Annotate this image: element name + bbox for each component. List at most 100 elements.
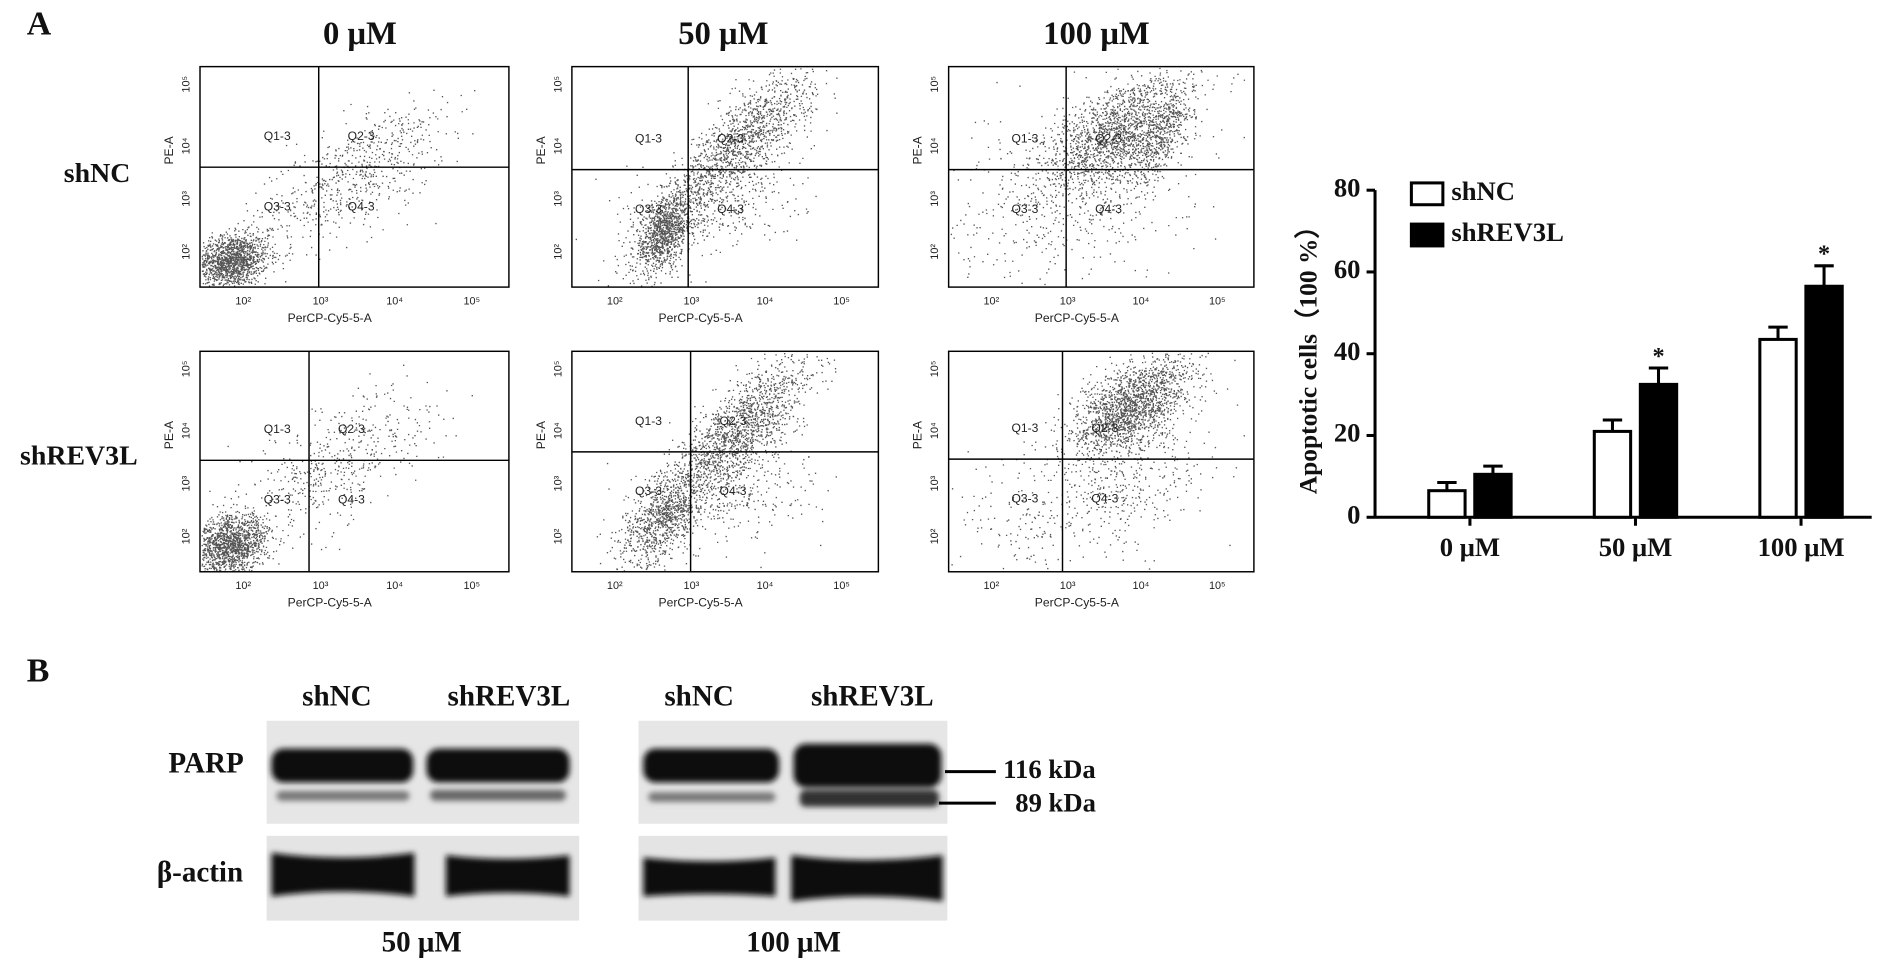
x-axis-label: PerCP-Cy5-5-A xyxy=(1035,311,1120,325)
x-axis-label: PerCP-Cy5-5-A xyxy=(288,595,373,609)
event-cloud xyxy=(575,68,838,288)
y-tick-label: 10⁴ xyxy=(552,422,564,439)
quadrant-label: Q1-3 xyxy=(264,422,291,436)
lane-label: shREV3L xyxy=(811,681,934,713)
error-bar xyxy=(1602,418,1623,432)
y-tick-label: 10² xyxy=(181,528,193,544)
x-axis-label: PerCP-Cy5-5-A xyxy=(659,595,744,609)
x-tick-label: 10² xyxy=(607,296,623,308)
x-tick-label: 10⁵ xyxy=(1209,580,1226,592)
x-tick-label: 10³ xyxy=(313,580,329,592)
plot-frame xyxy=(571,65,880,288)
y-tick-label: 60 xyxy=(1334,254,1361,284)
x-tick-label: 10³ xyxy=(313,296,329,308)
band xyxy=(643,748,780,783)
y-tick-label: 10⁴ xyxy=(929,137,941,154)
y-tick-label: 10³ xyxy=(552,191,564,207)
lane-label: shREV3L xyxy=(448,681,571,713)
quadrant-label: Q4-3 xyxy=(348,199,375,213)
x-tick-label: 10³ xyxy=(684,580,700,592)
error-bar xyxy=(1648,366,1669,385)
error-bar xyxy=(1483,464,1503,475)
significance: * xyxy=(1652,343,1664,370)
plot-frame xyxy=(199,65,510,288)
row-label: shNC xyxy=(64,158,131,189)
quadrant-label: Q4-3 xyxy=(338,492,365,506)
lane-label: shNC xyxy=(664,681,733,713)
row-label: shREV3L xyxy=(20,440,138,471)
protein-label: PARP xyxy=(168,747,243,779)
y-tick-label: 10² xyxy=(552,528,564,544)
y-tick-label: 10³ xyxy=(552,475,564,491)
bar xyxy=(1592,429,1633,519)
western-blot: shNC shREV3L shNC shREV3L PARP β-actin 1… xyxy=(157,681,1096,959)
quadrant-label: Q2-3 xyxy=(348,129,375,143)
x-tick-label: 10⁴ xyxy=(386,580,403,592)
lane-label: shNC xyxy=(302,681,371,713)
y-tick-label: 20 xyxy=(1334,418,1361,448)
y-axis-label: PE-A xyxy=(911,420,925,449)
x-tick-label: 10⁵ xyxy=(833,296,850,308)
quadrant-label: Q3-3 xyxy=(264,492,291,506)
quadrant-label: Q4-3 xyxy=(720,484,747,498)
x-tick-label: 50 μM xyxy=(1599,532,1673,562)
x-tick-label: 10³ xyxy=(1060,580,1076,592)
band xyxy=(271,748,414,783)
y-tick-label: 80 xyxy=(1334,172,1361,202)
y-axis-label: PE-A xyxy=(534,135,548,164)
error-bar xyxy=(1768,325,1788,340)
flow-plot: Q1-3 Q2-3 Q3-3 Q4-3 10² 10² 10³ 10³ 10⁴ 10⁴ 10⁵ 10⁵… xyxy=(911,65,1255,325)
y-tick-label: 10³ xyxy=(929,475,941,491)
quadrant-label: Q3-3 xyxy=(1011,202,1038,216)
x-tick-label: 10² xyxy=(983,296,999,308)
legend-swatch xyxy=(1409,222,1445,248)
y-tick-label: 10⁴ xyxy=(929,422,941,439)
y-tick-label: 10⁵ xyxy=(929,76,941,93)
x-tick-label: 0 μM xyxy=(1440,532,1500,562)
y-axis-label: PE-A xyxy=(911,135,925,164)
x-tick-label: 10³ xyxy=(1060,296,1076,308)
quadrant-label: Q2-3 xyxy=(338,422,365,436)
condition-label: 50 μM xyxy=(382,927,462,959)
condition-label: 100 μM xyxy=(746,927,841,959)
quadrant-label: Q2-3 xyxy=(717,132,744,146)
error-bar xyxy=(1814,264,1834,287)
error-bar xyxy=(1437,480,1457,491)
y-tick-label: 10² xyxy=(929,244,941,260)
band xyxy=(430,789,566,801)
bar xyxy=(1638,382,1679,519)
y-tick-label: 10³ xyxy=(181,191,193,207)
quadrant-label: Q3-3 xyxy=(635,202,662,216)
x-axis-label: PerCP-Cy5-5-A xyxy=(288,311,373,325)
column-header: 100 μM xyxy=(1043,16,1150,52)
band xyxy=(791,855,943,902)
legend-label: shNC xyxy=(1451,176,1515,206)
band xyxy=(426,748,570,783)
y-axis-label: Apoptotic cells（100 %） xyxy=(1294,213,1323,494)
y-tick-label: 10² xyxy=(552,244,564,260)
y-tick-label: 10⁴ xyxy=(181,422,193,439)
x-tick-label: 10⁵ xyxy=(464,580,481,592)
x-tick-label: 10⁵ xyxy=(464,296,481,308)
column-header: 50 μM xyxy=(678,16,768,52)
quadrant-label: Q3-3 xyxy=(264,199,291,213)
y-axis-label: PE-A xyxy=(162,420,176,449)
marker-label: 116 kDa xyxy=(1003,754,1096,784)
flow-plot: Q1-3 Q2-3 Q3-3 Q4-3 10² 10² 10³ 10³ 10⁴ 10⁴ 10⁵ 10⁵… xyxy=(911,350,1255,609)
y-tick-label: 10⁵ xyxy=(181,361,193,378)
event-cloud xyxy=(951,352,1245,570)
x-tick-label: 10⁴ xyxy=(757,580,774,592)
x-tick-label: 10⁵ xyxy=(833,580,850,592)
x-tick-label: 10⁵ xyxy=(1209,296,1226,308)
panel-label: A xyxy=(27,5,52,42)
band xyxy=(799,789,939,807)
band xyxy=(643,857,776,897)
y-tick-label: 10⁵ xyxy=(552,361,564,378)
quadrant-label: Q1-3 xyxy=(1011,132,1038,146)
quadrant-label: Q3-3 xyxy=(635,484,662,498)
band xyxy=(793,743,942,788)
bar xyxy=(1804,284,1844,519)
plot-frame xyxy=(199,350,510,573)
x-tick-label: 10² xyxy=(607,580,623,592)
